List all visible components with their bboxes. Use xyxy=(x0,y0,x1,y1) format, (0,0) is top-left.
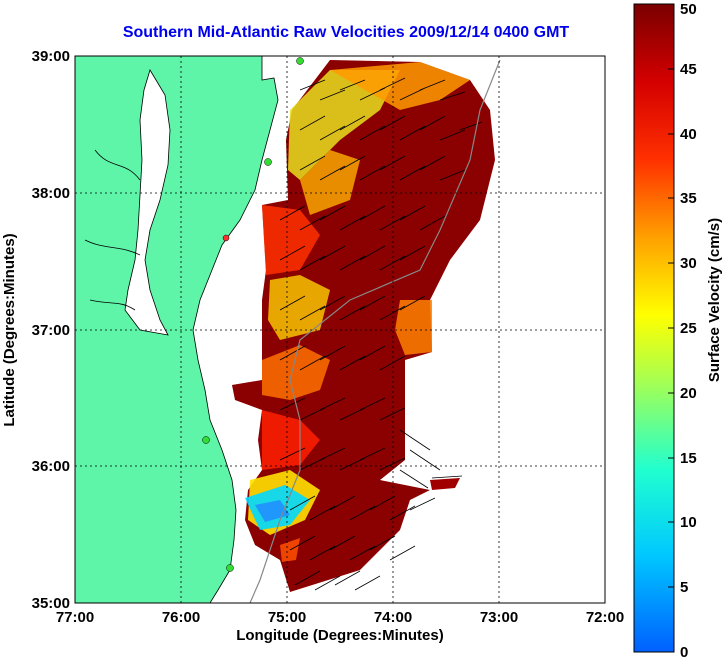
colorbar-label: Surface Velocity (cm/s) xyxy=(706,218,723,382)
x-tick-label: 74:00 xyxy=(374,609,412,626)
y-tick-label: 37:00 xyxy=(32,322,70,339)
bay-channel xyxy=(84,149,141,311)
x-tick-label: 77:00 xyxy=(56,609,94,626)
colorbar-tick-label: 20 xyxy=(680,385,697,402)
chesapeake-bay xyxy=(124,69,171,336)
velocity-arrows xyxy=(279,77,483,591)
x-tick-label: 75:00 xyxy=(268,609,306,626)
colorbar-tick-label: 25 xyxy=(680,320,697,337)
velocity-field xyxy=(232,60,495,592)
x-tick-label: 72:00 xyxy=(586,609,624,626)
bathymetry-line xyxy=(249,59,501,603)
colorbar-tick-label: 45 xyxy=(680,61,697,78)
y-tick-label: 38:00 xyxy=(32,185,70,202)
grid-lines xyxy=(75,56,605,603)
x-tick-label: 73:00 xyxy=(480,609,518,626)
colorbar-tick-label: 40 xyxy=(680,126,697,143)
y-axis-label: Latitude (Degrees:Minutes) xyxy=(1,233,18,426)
colorbar-tick-label: 10 xyxy=(680,514,697,531)
colorbar-tick-label: 50 xyxy=(680,1,697,18)
y-tick-label: 36:00 xyxy=(32,458,70,475)
x-tick-label: 76:00 xyxy=(162,609,200,626)
station-markers xyxy=(202,57,304,572)
colorbar-tick-label: 30 xyxy=(680,255,697,272)
colorbar-tick-label: 15 xyxy=(680,450,697,467)
y-tick-label: 39:00 xyxy=(32,48,70,65)
colorbar-tick-label: 0 xyxy=(680,644,688,659)
colorbar-ticks xyxy=(668,3,674,653)
axes-frame xyxy=(74,55,606,604)
y-tick-label: 35:00 xyxy=(32,595,70,612)
colorbar-tick-label: 35 xyxy=(680,190,697,207)
map-title: Southern Mid-Atlantic Raw Velocities 200… xyxy=(122,24,570,41)
colorbar xyxy=(633,3,675,653)
x-axis-label: Longitude (Degrees:Minutes) xyxy=(236,627,444,644)
colorbar-tick-label: 5 xyxy=(680,579,688,596)
